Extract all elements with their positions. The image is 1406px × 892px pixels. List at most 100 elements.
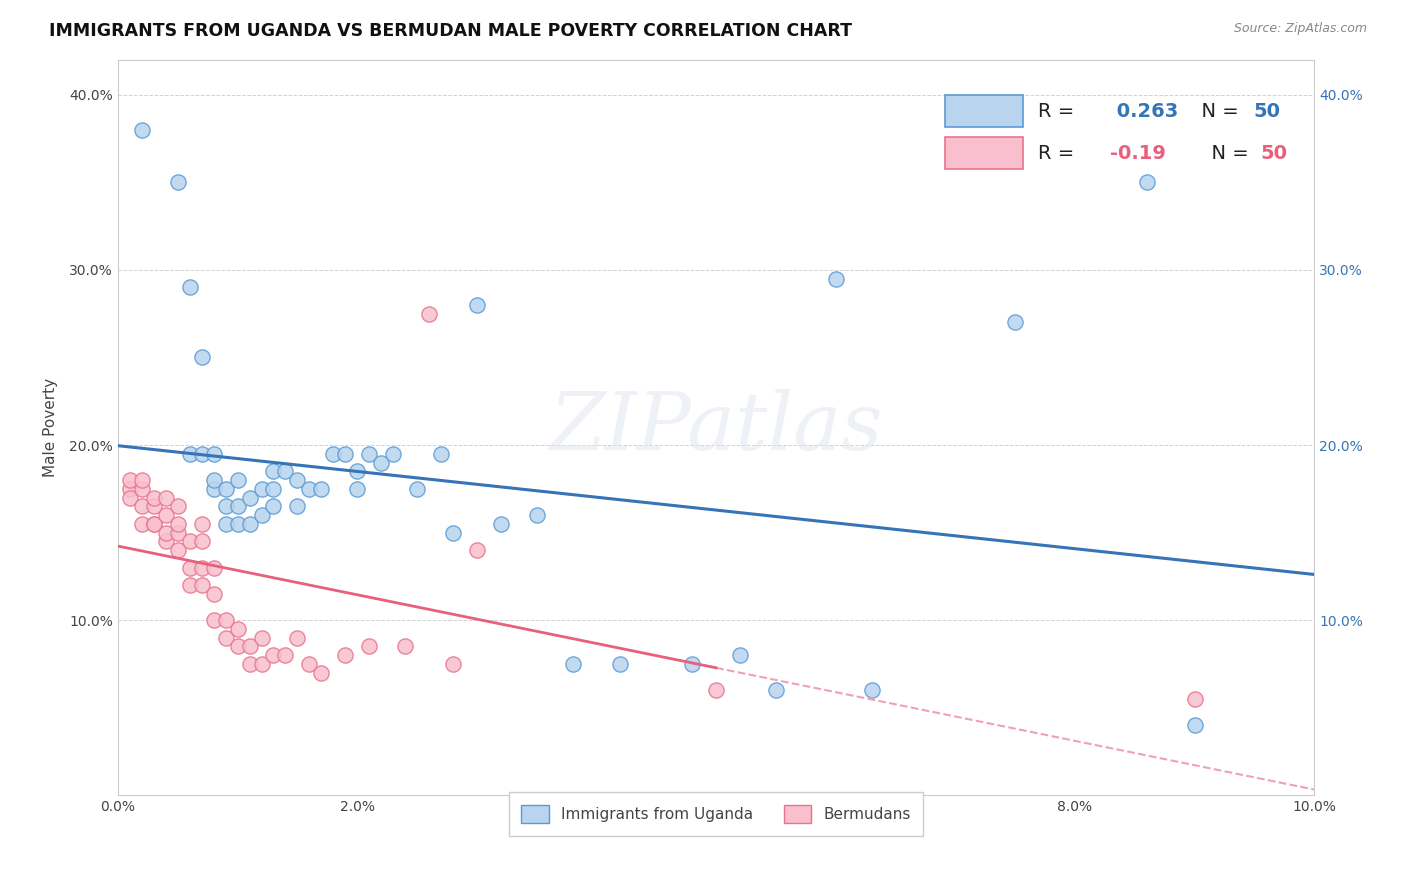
Point: [430, 447, 453, 461]
Point: [214, 613, 236, 627]
Point: [250, 508, 273, 522]
Point: [202, 587, 225, 601]
Point: [681, 657, 703, 671]
Point: [190, 516, 212, 531]
Point: [346, 482, 368, 496]
Legend: Immigrants from Uganda, Bermudans: Immigrants from Uganda, Bermudans: [509, 792, 922, 836]
Point: [166, 516, 188, 531]
Point: [287, 500, 309, 514]
Point: [860, 683, 883, 698]
Point: [311, 665, 333, 680]
Point: [1136, 175, 1159, 189]
Point: [131, 122, 153, 136]
Point: [131, 500, 153, 514]
Point: [214, 500, 236, 514]
Point: [238, 657, 260, 671]
Point: [190, 351, 212, 365]
Point: [382, 447, 405, 461]
Point: [142, 491, 165, 505]
Point: [226, 516, 249, 531]
Point: [142, 516, 165, 531]
Point: [179, 447, 201, 461]
Point: [202, 482, 225, 496]
Point: [166, 500, 188, 514]
Point: [728, 648, 751, 663]
Point: [190, 447, 212, 461]
Point: [346, 464, 368, 478]
Point: [298, 482, 321, 496]
Point: [155, 508, 177, 522]
Point: [1004, 315, 1026, 329]
Point: [250, 482, 273, 496]
Point: [824, 271, 846, 285]
Point: [441, 525, 464, 540]
Point: [263, 500, 285, 514]
Point: [1184, 692, 1206, 706]
Point: [287, 473, 309, 487]
Point: [214, 482, 236, 496]
Point: [131, 482, 153, 496]
Point: [489, 516, 512, 531]
Point: [190, 560, 212, 574]
Point: [561, 657, 583, 671]
Point: [226, 640, 249, 654]
Point: [179, 560, 201, 574]
Point: [765, 683, 787, 698]
Point: [359, 640, 381, 654]
Point: [394, 640, 416, 654]
Point: [250, 631, 273, 645]
Point: [274, 464, 297, 478]
Point: [441, 657, 464, 671]
Point: [179, 578, 201, 592]
Point: [142, 516, 165, 531]
Point: [465, 543, 488, 558]
Point: [238, 491, 260, 505]
Point: [263, 648, 285, 663]
Text: Source: ZipAtlas.com: Source: ZipAtlas.com: [1233, 22, 1367, 36]
Point: [118, 473, 141, 487]
Point: [190, 578, 212, 592]
Text: IMMIGRANTS FROM UGANDA VS BERMUDAN MALE POVERTY CORRELATION CHART: IMMIGRANTS FROM UGANDA VS BERMUDAN MALE …: [49, 22, 852, 40]
Point: [238, 516, 260, 531]
Point: [131, 473, 153, 487]
Point: [166, 525, 188, 540]
Point: [335, 648, 357, 663]
Point: [142, 500, 165, 514]
Point: [359, 447, 381, 461]
Point: [214, 631, 236, 645]
Point: [335, 447, 357, 461]
Point: [226, 500, 249, 514]
Point: [226, 622, 249, 636]
Point: [465, 298, 488, 312]
Point: [190, 534, 212, 549]
Point: [1184, 718, 1206, 732]
Point: [311, 482, 333, 496]
Point: [370, 456, 392, 470]
Point: [214, 516, 236, 531]
Point: [250, 657, 273, 671]
Y-axis label: Male Poverty: Male Poverty: [44, 378, 58, 477]
Point: [238, 640, 260, 654]
Point: [406, 482, 429, 496]
Point: [155, 491, 177, 505]
Point: [263, 482, 285, 496]
Point: [155, 525, 177, 540]
Point: [118, 482, 141, 496]
Point: [202, 613, 225, 627]
Point: [166, 543, 188, 558]
Point: [226, 473, 249, 487]
Point: [179, 534, 201, 549]
Point: [166, 175, 188, 189]
Point: [179, 280, 201, 294]
Point: [322, 447, 344, 461]
Point: [298, 657, 321, 671]
Point: [155, 534, 177, 549]
Point: [526, 508, 548, 522]
Point: [418, 307, 440, 321]
Point: [287, 631, 309, 645]
Point: [609, 657, 631, 671]
Point: [202, 473, 225, 487]
Point: [131, 516, 153, 531]
Point: [202, 560, 225, 574]
Point: [274, 648, 297, 663]
